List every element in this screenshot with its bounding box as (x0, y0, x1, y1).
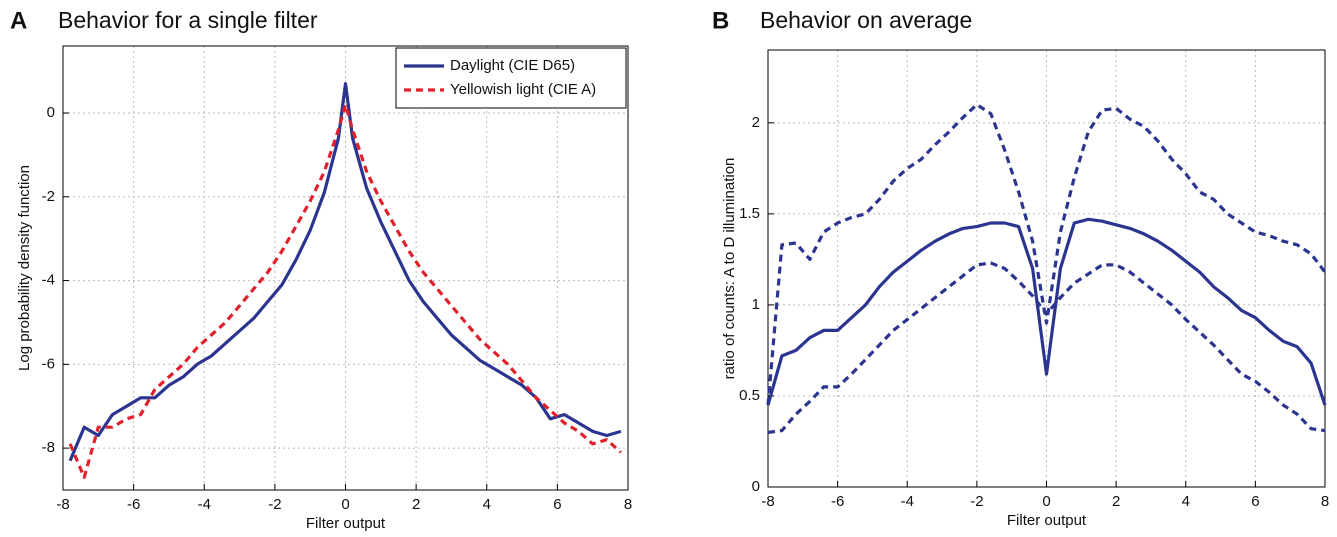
x-axis-label: Filter output (306, 515, 386, 532)
legend-label: Yellowish light (CIE A) (450, 81, 596, 98)
x-tick-label: -2 (268, 496, 281, 513)
x-tick-label: 4 (1182, 493, 1190, 510)
legend-box (395, 47, 627, 109)
x-tick-label: 4 (483, 496, 491, 513)
data-line (68, 82, 622, 462)
x-tick-label: -4 (901, 493, 914, 510)
x-tick-label: 0 (341, 496, 349, 513)
chart-title: Behavior on average (760, 7, 972, 33)
x-tick-label: -4 (198, 496, 211, 513)
x-tick-label: 6 (1251, 493, 1259, 510)
y-tick-label: -6 (42, 355, 55, 372)
y-tick-label: 0 (47, 104, 55, 121)
x-tick-label: 2 (412, 496, 420, 513)
y-tick-label: 1 (752, 296, 760, 313)
x-tick-label: 6 (553, 496, 561, 513)
x-tick-label: -8 (56, 496, 69, 513)
x-tick-label: 2 (1112, 493, 1120, 510)
plot-frame (62, 45, 629, 491)
y-axis-label: ratio of counts: A to D illumination (721, 158, 738, 380)
x-axis-label: Filter output (1007, 512, 1087, 529)
x-tick-label: -8 (761, 493, 774, 510)
data-line (68, 103, 622, 479)
x-tick-label: 8 (1321, 493, 1329, 510)
y-tick-label: 0.5 (739, 387, 760, 404)
x-tick-label: 8 (624, 496, 632, 513)
panel-label: B (712, 7, 729, 34)
legend-label: Daylight (CIE D65) (450, 57, 575, 74)
data-line (766, 217, 1327, 406)
panel-label: A (10, 7, 27, 34)
x-tick-label: 0 (1042, 493, 1050, 510)
x-tick-label: -6 (831, 493, 844, 510)
y-tick-label: 0 (752, 478, 760, 495)
data-line (766, 103, 1327, 406)
x-tick-label: -6 (127, 496, 140, 513)
y-tick-label: -2 (42, 188, 55, 205)
plot-frame (767, 49, 1326, 488)
chart-title: Behavior for a single filter (58, 7, 318, 33)
y-tick-label: 2 (752, 114, 760, 131)
data-line (767, 261, 1326, 434)
x-tick-label: -2 (970, 493, 983, 510)
y-tick-label: -4 (42, 272, 55, 289)
y-tick-label: 1.5 (739, 205, 760, 222)
y-tick-label: -8 (42, 439, 55, 456)
y-axis-label: Log probability density function (16, 165, 33, 371)
